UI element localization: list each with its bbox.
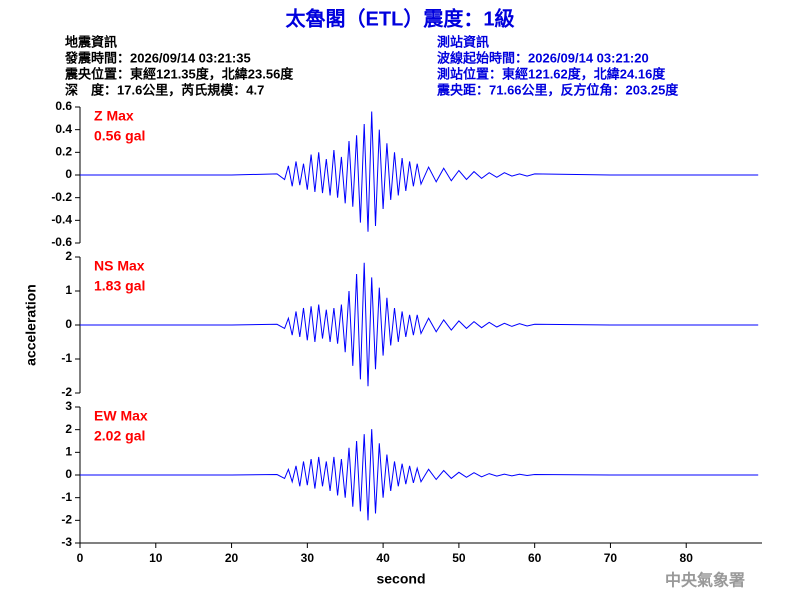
x-tick-label: 60 <box>528 551 542 565</box>
info-text: 深 度：17.6公里，芮氏規模：4.7 <box>65 82 264 97</box>
info-text: 測站位置：東經121.62度，北緯24.16度 <box>437 66 666 81</box>
y-tick-label: 2 <box>65 249 72 263</box>
y-tick-label: -0.6 <box>51 235 72 249</box>
max-value-label: 1.83 gal <box>94 278 145 294</box>
y-tick-label: 0 <box>65 167 72 181</box>
y-tick-label: 2 <box>65 422 72 436</box>
y-tick-label: 3 <box>65 399 72 413</box>
y-tick-label: -1 <box>61 351 72 365</box>
x-tick-label: 10 <box>149 551 163 565</box>
x-tick-label: 20 <box>225 551 239 565</box>
component-label: EW Max <box>94 408 148 424</box>
y-tick-label: -1 <box>61 490 72 504</box>
info-text: 震央位置：東經121.35度，北緯23.56度 <box>64 66 294 81</box>
component-label: NS Max <box>94 258 145 274</box>
component-label: Z Max <box>94 108 134 124</box>
waveform-line <box>80 429 759 521</box>
max-value-label: 2.02 gal <box>94 428 145 444</box>
y-tick-label: -0.4 <box>51 213 72 227</box>
y-tick-label: 1 <box>65 445 72 459</box>
x-tick-label: 80 <box>680 551 694 565</box>
x-tick-label: 50 <box>452 551 466 565</box>
y-tick-label: 0 <box>65 467 72 481</box>
y-axis-label: acceleration <box>23 284 39 366</box>
y-tick-label: 0.6 <box>55 99 72 113</box>
y-tick-label: 1 <box>65 283 72 297</box>
waveform-line <box>80 262 759 387</box>
info-text: 發震時間：2026/09/14 03:21:35 <box>64 50 251 65</box>
y-tick-label: -3 <box>61 535 72 549</box>
info-text: 震央距：71.66公里，反方位角：203.25度 <box>436 82 679 97</box>
x-tick-label: 0 <box>77 551 84 565</box>
info-text: 地震資訊 <box>65 34 117 49</box>
info-text: 測站資訊 <box>437 34 489 49</box>
x-axis-label: second <box>376 571 425 587</box>
x-tick-label: 30 <box>301 551 315 565</box>
x-tick-label: 70 <box>604 551 618 565</box>
y-tick-label: 0.2 <box>55 145 72 159</box>
max-value-label: 0.56 gal <box>94 128 145 144</box>
y-tick-label: 0 <box>65 317 72 331</box>
y-tick-label: -2 <box>61 513 72 527</box>
x-tick-label: 40 <box>376 551 390 565</box>
y-tick-label: -2 <box>61 385 72 399</box>
y-tick-label: -0.2 <box>51 190 72 204</box>
footer-watermark: 中央氣象署 <box>665 571 745 590</box>
waveform-line <box>80 111 759 232</box>
y-tick-label: 0.4 <box>55 122 72 136</box>
info-text: 波線起始時間：2026/09/14 03:21:20 <box>437 50 649 65</box>
chart-title: 太魯閣（ETL）震度：1級 <box>286 6 515 30</box>
